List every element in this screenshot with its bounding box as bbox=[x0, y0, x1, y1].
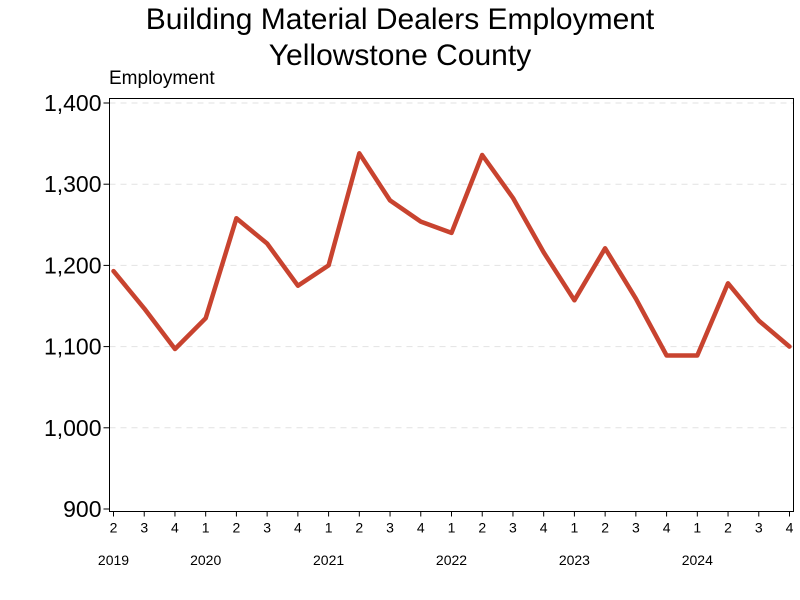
series-lines bbox=[111, 151, 792, 358]
x-tick-label: 4 bbox=[294, 520, 302, 536]
x-tick-label: 1 bbox=[693, 520, 701, 536]
year-label: 2019 bbox=[98, 552, 129, 568]
x-tick-label: 4 bbox=[540, 520, 548, 536]
x-tick-label: 1 bbox=[571, 520, 579, 536]
y-axis-label: Employment bbox=[109, 68, 215, 89]
x-tick-label: 4 bbox=[171, 520, 179, 536]
x-tick-label: 3 bbox=[755, 520, 763, 536]
x-tick-label: 4 bbox=[786, 520, 794, 536]
x-tick-label: 1 bbox=[448, 520, 456, 536]
year-label: 2022 bbox=[436, 552, 467, 568]
chart-title: Building Material Dealers Employment bbox=[145, 3, 655, 36]
x-tick-label: 3 bbox=[386, 520, 394, 536]
x-tick-label: 2 bbox=[355, 520, 363, 536]
x-tick-label: 1 bbox=[325, 520, 333, 536]
chart-subtitle: Yellowstone County bbox=[268, 39, 532, 72]
x-tick-label: 3 bbox=[632, 520, 640, 536]
y-tick-label: 1,200 bbox=[44, 252, 102, 278]
x-tick-label: 3 bbox=[509, 520, 517, 536]
year-label: 2023 bbox=[559, 552, 590, 568]
x-tick-label: 4 bbox=[663, 520, 671, 536]
year-label: 2021 bbox=[313, 552, 344, 568]
x-tick-label: 3 bbox=[263, 520, 271, 536]
grid-lines bbox=[109, 102, 794, 429]
x-tick-label: 2 bbox=[110, 520, 118, 536]
series-line bbox=[111, 151, 792, 358]
y-axis-ticks: 900 1,000 1,100 1,200 1,300 1,400 bbox=[44, 90, 110, 522]
x-tick-label: 2 bbox=[724, 520, 732, 536]
y-tick-label: 1,400 bbox=[44, 90, 102, 116]
y-tick-label: 1,100 bbox=[44, 334, 102, 360]
x-tick-label: 3 bbox=[140, 520, 148, 536]
chart-title-block: Building Material Dealers Employment Yel… bbox=[0, 2, 800, 74]
x-axis-year-labels: 2019 2020 2021 2022 2023 2024 bbox=[98, 552, 713, 568]
y-tick-label: 1,000 bbox=[44, 415, 102, 441]
x-tick-label: 4 bbox=[417, 520, 425, 536]
x-tick-label: 2 bbox=[478, 520, 486, 536]
x-tick-label: 2 bbox=[601, 520, 609, 536]
y-tick-label: 1,300 bbox=[44, 171, 102, 197]
y-tick-label: 900 bbox=[63, 496, 101, 522]
x-tick-label: 2 bbox=[233, 520, 241, 536]
year-label: 2020 bbox=[190, 552, 221, 568]
x-tick-label: 1 bbox=[202, 520, 210, 536]
x-axis-ticks: 2 3 4 1 2 3 4 1 2 3 4 1 2 3 4 1 2 3 4 1 2 3 4 bbox=[110, 511, 794, 536]
year-label: 2024 bbox=[682, 552, 713, 568]
